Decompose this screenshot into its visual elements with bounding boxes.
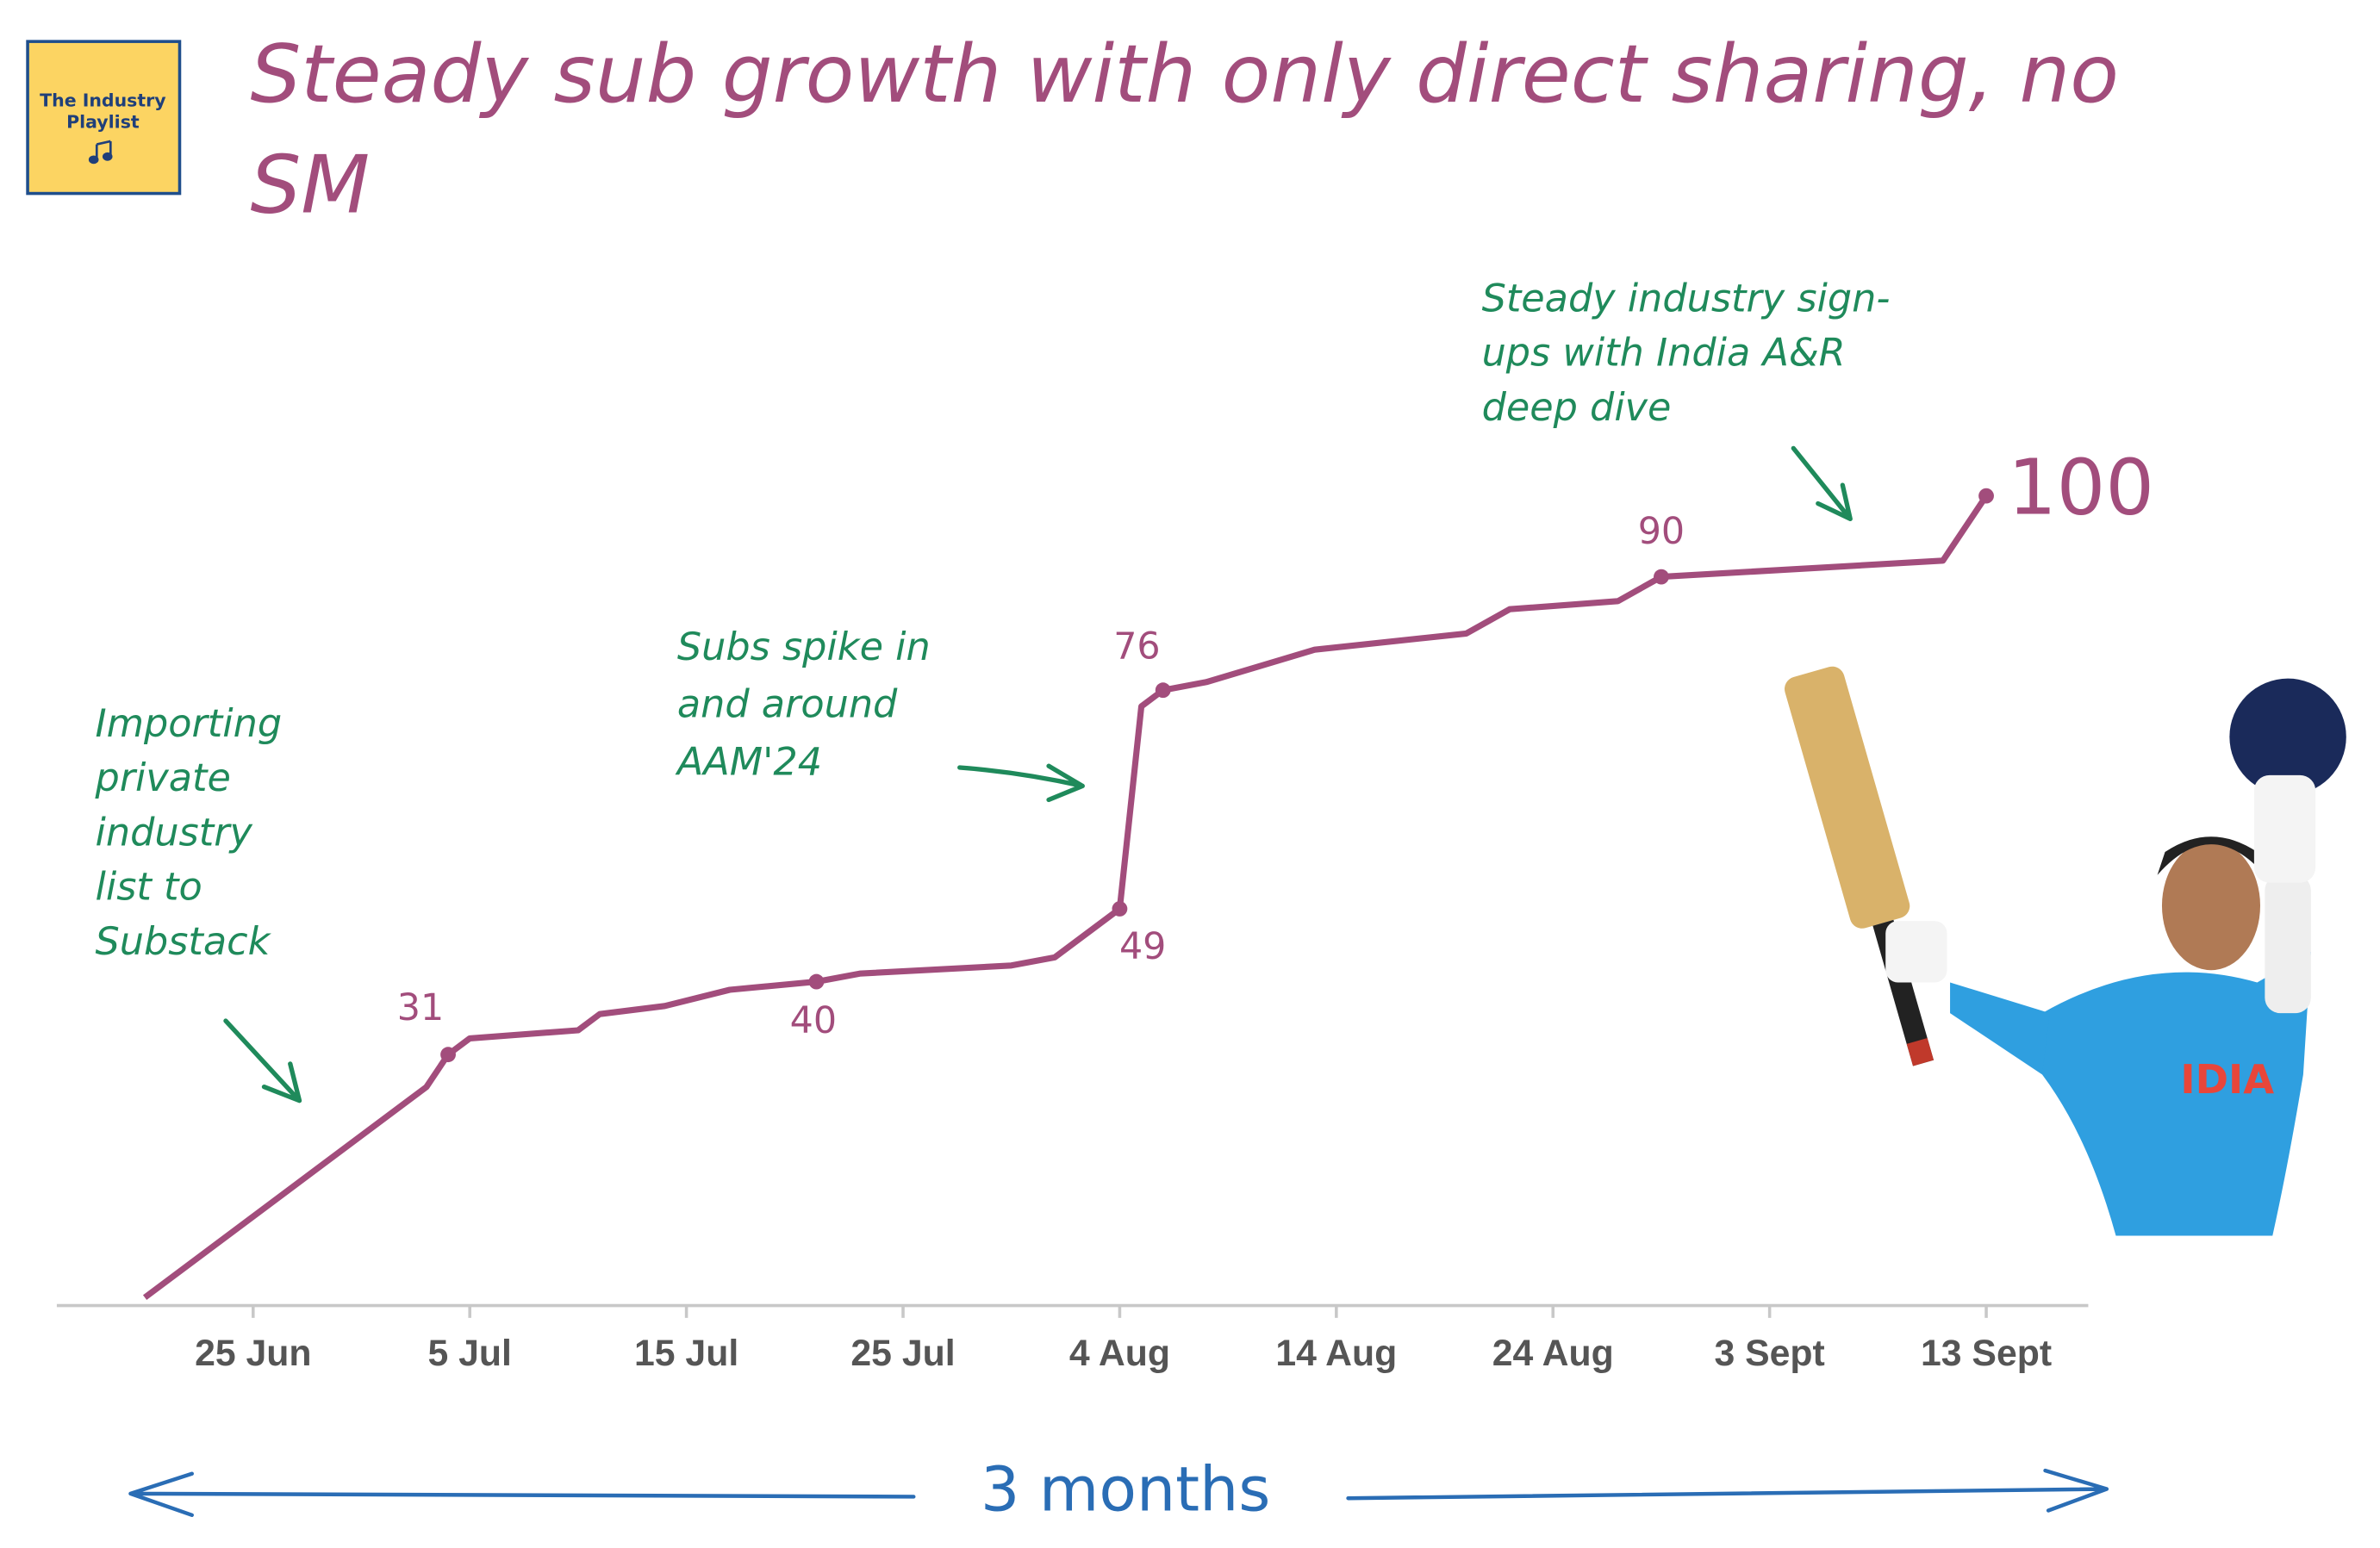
annotation: Substack <box>95 919 271 964</box>
point <box>1112 901 1128 917</box>
data-label: 31 <box>397 986 444 1029</box>
jersey-print: IDIA <box>2180 1056 2274 1103</box>
logo-text: Playlist <box>66 112 140 133</box>
annotation: and around <box>677 682 898 727</box>
x-tick-label: 13 Sept <box>1921 1333 2052 1374</box>
annotation-arrows <box>223 445 1853 1103</box>
point <box>1978 488 1994 504</box>
x-tick-label: 24 Aug <box>1492 1333 1614 1374</box>
data-label: 76 <box>1113 625 1160 668</box>
chart-title: SM <box>250 138 370 231</box>
annotation: private <box>94 755 230 800</box>
data-label: 40 <box>790 999 837 1042</box>
annotation: Steady industry sign- <box>1482 276 1891 320</box>
annotation: Subs spike in <box>677 625 931 669</box>
logo-box <box>26 40 182 196</box>
data-label: 90 <box>1638 510 1685 553</box>
x-tick-label: 3 Sept <box>1714 1333 1824 1374</box>
point <box>808 973 825 990</box>
annotation: AAM'24 <box>675 739 822 784</box>
x-tick-label: 15 Jul <box>634 1333 738 1374</box>
x-tick-label: 5 Jul <box>427 1333 511 1374</box>
player-illustration: IDIA <box>1785 666 2346 1236</box>
chart-title: Steady sub growth with only direct shari… <box>250 28 2119 121</box>
x-tick-label: 14 Aug <box>1275 1333 1397 1374</box>
span-label: 3 months <box>981 1453 1270 1525</box>
point <box>440 1047 456 1063</box>
x-tick-label: 25 Jun <box>195 1333 311 1374</box>
data-label: 100 <box>2008 443 2154 532</box>
point <box>1654 569 1669 585</box>
x-tick-label: 25 Jul <box>850 1333 955 1374</box>
music-note <box>88 140 113 165</box>
line <box>142 494 1990 1301</box>
annotation: list to <box>95 865 202 910</box>
x-tick-label: 4 Aug <box>1069 1333 1170 1374</box>
data-label: 49 <box>1119 925 1166 968</box>
span-arrows <box>128 1468 2109 1518</box>
annotation: industry <box>95 810 252 855</box>
point <box>1155 682 1171 699</box>
annotation: ups with India A&R <box>1482 331 1846 376</box>
annotation: Importing <box>95 701 282 746</box>
annotation: deep dive <box>1482 385 1672 430</box>
logo-text: The Industry <box>40 90 165 111</box>
